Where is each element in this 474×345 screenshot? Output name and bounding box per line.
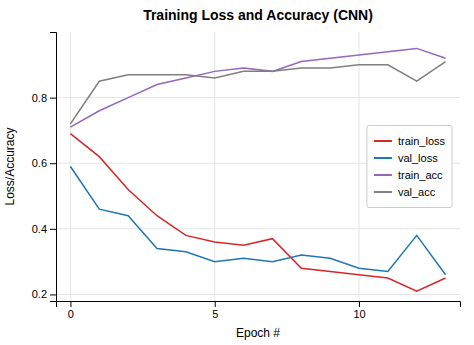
x-tick-label: 0 [68, 308, 74, 320]
y-tick: 0.4 [32, 223, 56, 235]
y-tick-label: 0.6 [32, 157, 47, 169]
x-tick: 5 [212, 301, 218, 320]
y-tick-label: 0.8 [32, 92, 47, 104]
x-axis: 0 5 10 [57, 301, 461, 320]
y-tick: 0.6 [32, 157, 56, 169]
grid-line-y [56, 294, 460, 295]
x-tick-mark [359, 301, 360, 307]
x-tick-label: 5 [212, 308, 218, 320]
x-tick: 0 [68, 301, 74, 320]
legend: train_loss val_loss train_acc val_acc [367, 126, 452, 208]
grid [56, 32, 460, 301]
x-axis-title: Epoch # [236, 326, 280, 340]
legend-swatch [374, 191, 392, 193]
x-tick-mark [70, 301, 71, 307]
x-axis-line [57, 302, 461, 308]
grid-line-x [359, 32, 360, 301]
y-tick-label: 0.2 [32, 288, 47, 300]
y-axis-line [50, 33, 57, 302]
y-tick-mark [50, 98, 56, 99]
legend-label: train_acc [398, 169, 443, 181]
series-line [70, 48, 445, 127]
y-axis: 0.2 0.4 0.6 0.8 [32, 33, 57, 302]
x-tick-label: 10 [353, 308, 365, 320]
chart-svg: 05100.20.40.60.8train_lossval_losstrain_… [0, 0, 474, 345]
y-axis-title: Loss/Accuracy [3, 127, 17, 205]
legend-swatch [374, 157, 392, 159]
chart-title: Training Loss and Accuracy (CNN) [143, 7, 373, 23]
chart-container: 05100.20.40.60.8train_lossval_losstrain_… [0, 0, 474, 345]
x-tick-mark [215, 301, 216, 307]
y-tick-label: 0.4 [32, 223, 47, 235]
y-tick-mark [50, 163, 56, 164]
y-tick: 0.8 [32, 92, 56, 104]
legend-label: train_loss [398, 135, 446, 147]
series-line [70, 62, 445, 124]
x-tick: 10 [353, 301, 365, 320]
y-tick-mark [50, 294, 56, 295]
legend-box [367, 126, 452, 208]
legend-label: val_loss [398, 152, 438, 164]
legend-swatch [374, 174, 392, 176]
legend-swatch [374, 140, 392, 142]
y-tick-mark [50, 229, 56, 230]
y-tick: 0.2 [32, 288, 56, 300]
grid-line-y [56, 228, 460, 229]
legend-label: val_acc [398, 186, 436, 198]
series-line [70, 134, 445, 291]
plot-area: 05100.20.40.60.8train_lossval_losstrain_… [32, 32, 461, 320]
grid-line-y [56, 97, 460, 98]
grid-line-x [214, 32, 215, 301]
